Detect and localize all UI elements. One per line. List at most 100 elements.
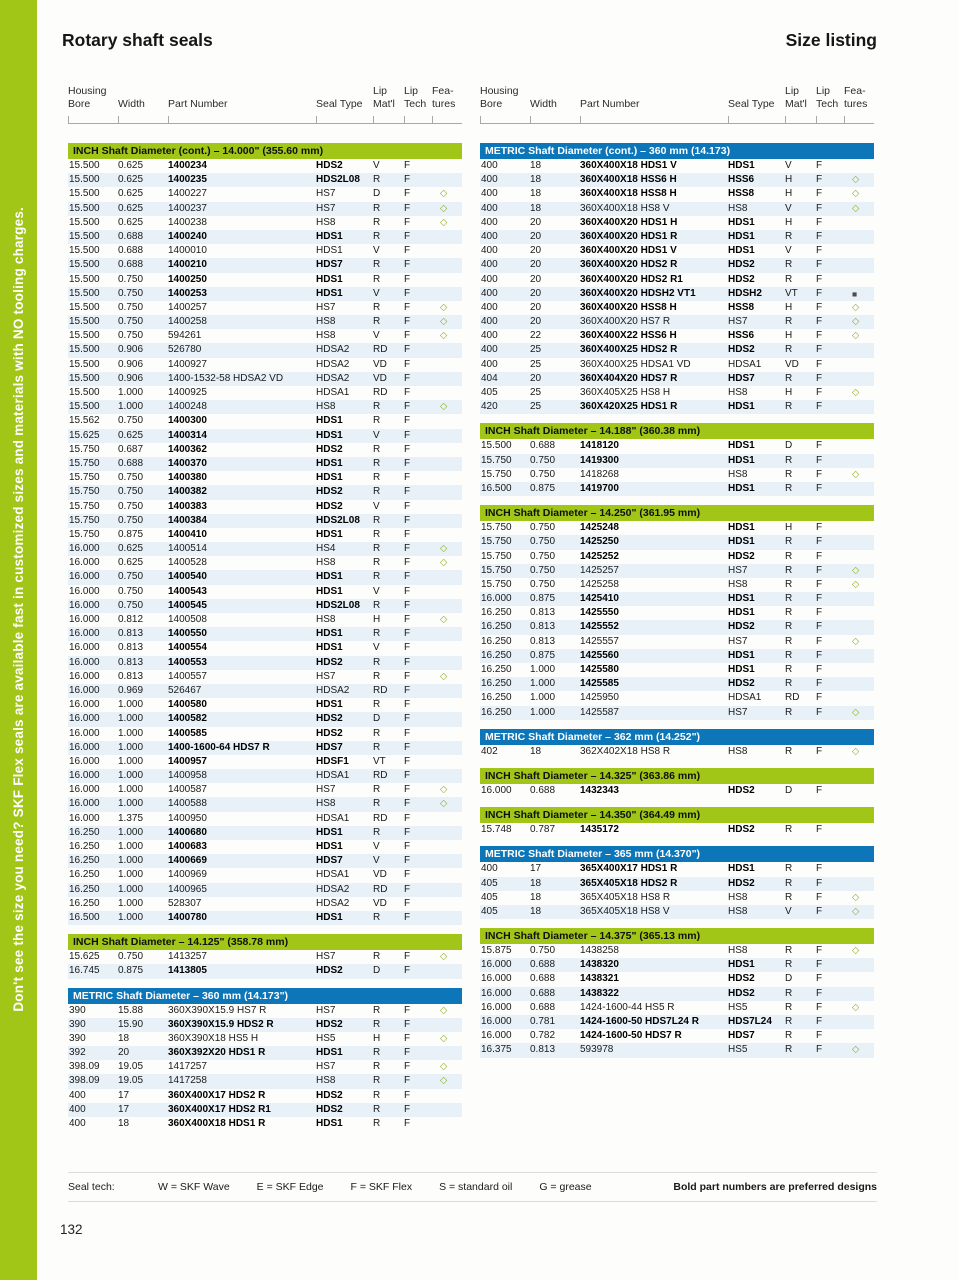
cell-lip-tech: F	[816, 706, 823, 718]
cell-seal-type: HDS1	[316, 826, 343, 838]
cell-part-number: 1400240	[168, 230, 207, 242]
cell-seal-type: HDSA2	[316, 897, 350, 909]
cell-part-number: 1413257	[168, 951, 207, 963]
cell-width: 0.625	[118, 174, 144, 186]
cell-seal-type: HS7	[316, 1061, 336, 1073]
cell-width: 25	[530, 344, 542, 356]
feature-diamond-icon: ◇	[440, 1032, 448, 1044]
section-header: INCH Shaft Diameter – 14.325" (363.86 mm…	[480, 767, 874, 784]
cell-seal-type: HDS1	[728, 482, 755, 494]
table-row: 16.000 0.813 1400557 HS7 R F ◇	[68, 670, 462, 684]
cell-lip-material: R	[785, 593, 793, 605]
cell-housing-bore: 400	[481, 160, 498, 171]
table-row: 16.000 0.875 1425410 HDS1 R F	[480, 592, 874, 607]
table-row: 15.500 0.688 1418120 HDS1 D F	[480, 439, 874, 453]
cell-housing-bore: 420	[481, 401, 498, 413]
cell-housing-bore: 15.750	[481, 536, 512, 548]
cell-seal-type: HDS2	[316, 965, 343, 977]
cell-housing-bore: 16.000	[69, 755, 100, 767]
cell-housing-bore: 404	[481, 372, 498, 384]
cell-lip-tech: F	[404, 514, 411, 526]
cell-part-number: 360X390X15.9 HDS2 R	[168, 1018, 274, 1030]
cell-lip-tech: F	[404, 951, 411, 963]
cell-lip-tech: F	[816, 245, 823, 257]
cell-seal-type: HDS2L08	[316, 599, 360, 611]
cell-width: 0.750	[118, 287, 144, 299]
cell-seal-type: HDSA1	[316, 812, 350, 824]
cell-housing-bore: 16.000	[69, 543, 100, 555]
cell-housing-bore: 15.750	[481, 564, 512, 576]
cell-lip-tech: F	[404, 897, 411, 909]
cell-seal-type: HS8	[728, 945, 748, 957]
table-row: 16.250 1.000 1425950 HDSA1 RD F	[480, 691, 874, 705]
cell-part-number: 360X392X20 HDS1 R	[168, 1047, 266, 1059]
cell-seal-type: HDS2	[316, 1018, 343, 1030]
cell-seal-type: HDS1	[728, 401, 755, 413]
cell-seal-type: HDS1	[316, 528, 343, 540]
cell-seal-type: HDS2	[316, 713, 343, 725]
header-matl-label: Mat'l	[785, 98, 807, 110]
cell-lip-tech: F	[404, 699, 411, 711]
cell-part-number: 1400384	[168, 514, 207, 526]
cell-part-number: 360X400X20 HDS1 V	[580, 245, 677, 257]
cell-width: 0.787	[530, 824, 556, 836]
header-tures-label: tures	[432, 98, 456, 110]
cell-seal-type: HDS2	[316, 1089, 343, 1101]
cell-width: 1.000	[118, 713, 144, 725]
cell-housing-bore: 16.000	[69, 684, 100, 696]
cell-width: 0.688	[530, 959, 556, 971]
header-lip-label: Lip	[785, 85, 800, 97]
cell-lip-material: V	[373, 642, 380, 654]
cell-lip-tech: F	[404, 585, 411, 597]
cell-lip-material: V	[373, 287, 380, 299]
cell-lip-material: VT	[785, 287, 798, 299]
cell-part-number: 1400010	[168, 245, 207, 257]
cell-lip-tech: F	[816, 905, 823, 917]
table-row: 400 20 360X400X20 HDS2 R HDS2 R F	[480, 258, 874, 273]
feature-diamond-icon: ◇	[440, 216, 448, 228]
cell-width: 19.05	[118, 1061, 144, 1073]
table-row: 15.500 0.625 1400227 HS7 D F ◇	[68, 187, 462, 201]
cell-part-number: 1400-1600-64 HDS7 R	[168, 741, 270, 753]
cell-width: 0.750	[530, 578, 556, 590]
cell-lip-material: R	[785, 454, 793, 466]
cell-seal-type: HS8	[728, 202, 748, 214]
cell-seal-type: HS7	[316, 951, 336, 963]
cell-lip-material: R	[785, 987, 793, 999]
cell-lip-material: D	[373, 965, 381, 977]
table-row: 16.250 1.000 1400680 HDS1 R F	[68, 825, 462, 840]
cell-lip-material: D	[785, 784, 793, 796]
cell-width: 0.750	[118, 599, 144, 611]
cell-part-number: 1438321	[580, 973, 619, 985]
cell-lip-tech: F	[404, 230, 411, 242]
feature-diamond-icon: ◇	[440, 951, 448, 963]
cell-seal-type: HDS1	[728, 160, 755, 171]
cell-seal-type: HDS1	[728, 216, 755, 228]
cell-part-number: 1417257	[168, 1061, 207, 1073]
header-lip-material: Lip Mat'l	[373, 84, 404, 123]
table-row: 15.750 0.750 1425252 HDS2 R F	[480, 550, 874, 564]
table-row: 16.250 1.000 1400969 HDSA1 VD F	[68, 868, 462, 882]
footer-legend: Seal tech: W = SKF Wave E = SKF Edge F =…	[68, 1172, 877, 1202]
cell-width: 1.000	[118, 755, 144, 767]
cell-housing-bore: 390	[69, 1004, 86, 1016]
cell-lip-material: R	[785, 945, 793, 957]
header-lip-label: Lip	[404, 85, 419, 97]
section-header: METRIC Shaft Diameter – 365 mm (14.370")	[480, 846, 874, 863]
table-row: 16.000 0.813 1400550 HDS1 R F	[68, 627, 462, 642]
cell-lip-tech: F	[816, 1016, 823, 1027]
cell-lip-material: R	[785, 230, 793, 242]
header-fea-label: Fea-	[432, 85, 454, 97]
cell-lip-tech: F	[816, 973, 823, 985]
cell-lip-tech: F	[816, 440, 823, 452]
cell-part-number: 360X400X18 HSS6 H	[580, 174, 677, 186]
header-features: Fea- tures	[844, 84, 874, 123]
cell-lip-material: H	[785, 188, 793, 200]
cell-lip-tech: F	[816, 564, 823, 576]
cell-lip-tech: F	[816, 401, 823, 413]
cell-housing-bore: 15.750	[481, 522, 512, 534]
cell-width: 0.813	[530, 1044, 556, 1056]
table-section: INCH Shaft Diameter – 14.375" (365.13 mm…	[480, 928, 874, 1058]
header-part-number: Part Number	[168, 84, 316, 123]
cell-housing-bore: 16.000	[69, 770, 100, 782]
